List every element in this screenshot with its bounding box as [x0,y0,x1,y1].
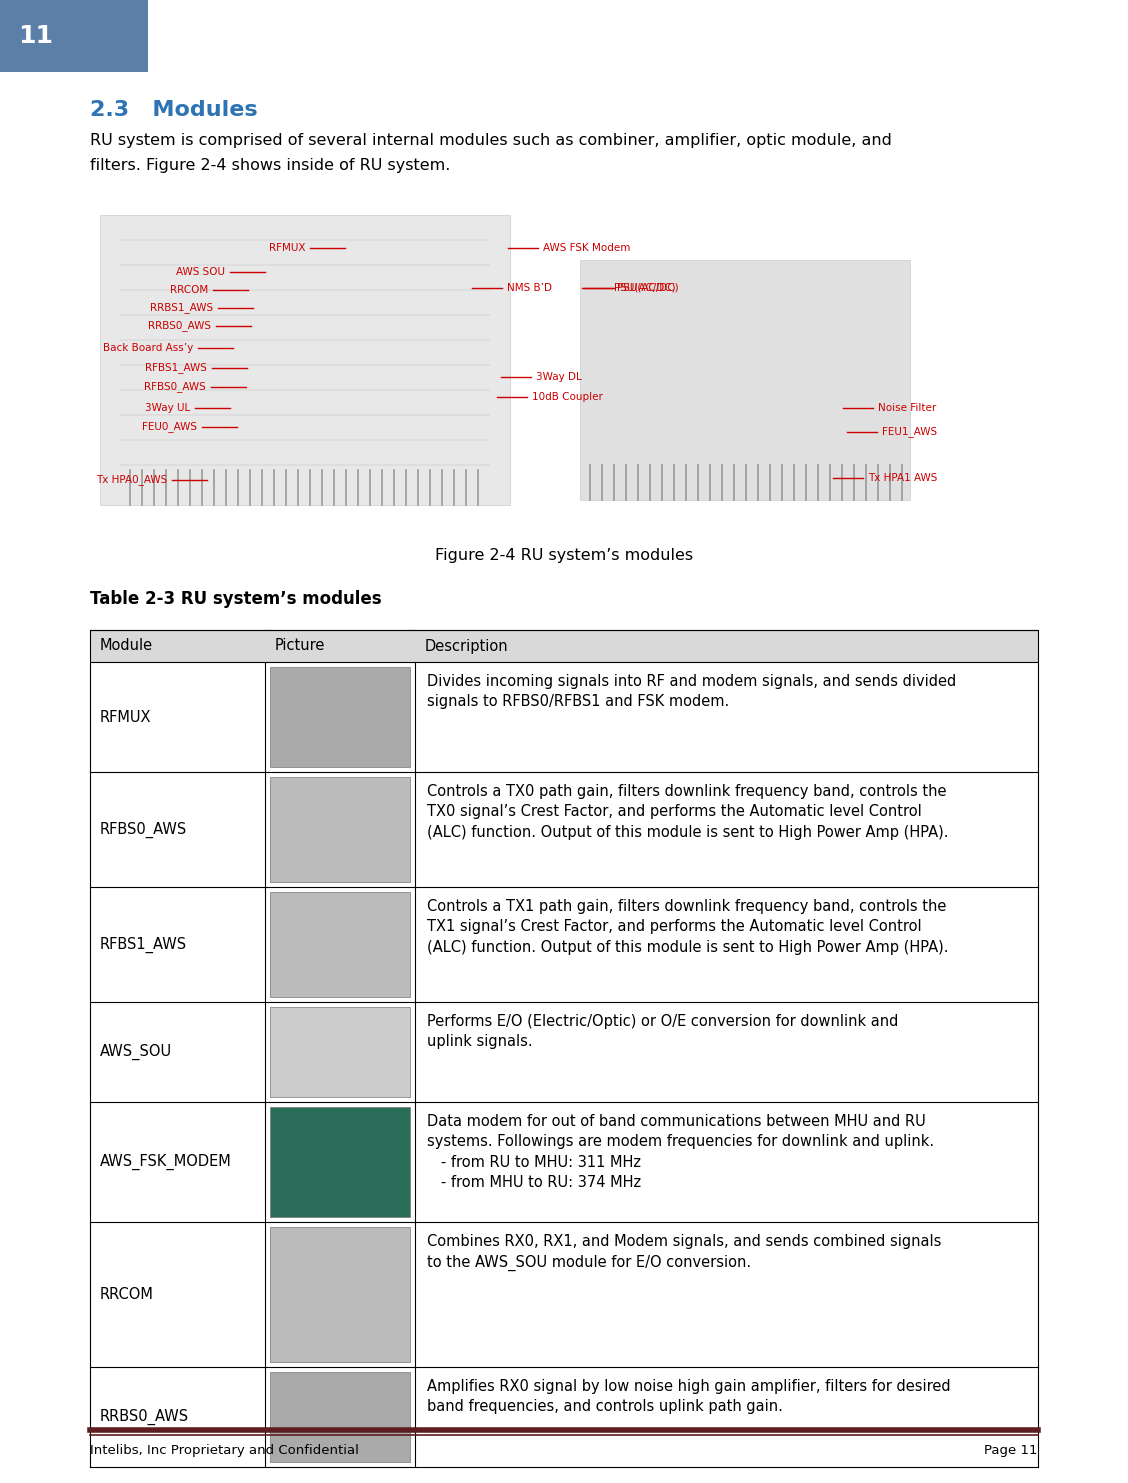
Text: Picture: Picture [275,639,325,654]
Text: RRBS1_AWS: RRBS1_AWS [150,303,213,313]
Text: Description: Description [425,639,509,654]
Text: 11: 11 [18,24,53,47]
Bar [90,630,1038,661]
Text: Combines RX0, RX1, and Modem signals, and sends combined signals
to the AWS_SOU : Combines RX0, RX1, and Modem signals, an… [428,1234,942,1271]
Text: Divides incoming signals into RF and modem signals, and sends divided
signals to: Divides incoming signals into RF and mod… [428,673,957,709]
Bar [100,215,510,506]
Text: RU system is comprised of several internal modules such as combiner, amplifier, : RU system is comprised of several intern… [90,133,892,148]
Text: Controls a TX0 path gain, filters downlink frequency band, controls the
TX0 sign: Controls a TX0 path gain, filters downli… [428,785,949,839]
Text: AWS SOU: AWS SOU [176,267,224,277]
Bar [270,1372,409,1462]
Text: RFBS1_AWS: RFBS1_AWS [100,936,187,952]
Text: Page 11: Page 11 [985,1444,1038,1456]
Text: AWS_FSK_MODEM: AWS_FSK_MODEM [100,1154,231,1170]
Text: RFBS1_AWS: RFBS1_AWS [146,362,208,374]
Bar [270,891,409,997]
Text: Performs E/O (Electric/Optic) or O/E conversion for downlink and
uplink signals.: Performs E/O (Electric/Optic) or O/E con… [428,1014,898,1050]
Text: 3Way DL: 3Way DL [536,372,582,383]
Bar [90,1102,1038,1222]
Text: Figure 2-4 RU system’s modules: Figure 2-4 RU system’s modules [435,549,693,564]
Bar [270,777,409,882]
Bar [90,661,1038,773]
Bar [270,667,409,767]
Bar [270,1106,409,1218]
Text: PSU(AC/DC): PSU(AC/DC) [614,283,676,294]
Text: Tx HPA0_AWS: Tx HPA0_AWS [96,475,167,485]
Text: AWS_SOU: AWS_SOU [100,1044,173,1060]
Bar [90,1222,1038,1367]
Text: Intelibs, Inc Proprietary and Confidential: Intelibs, Inc Proprietary and Confidenti… [90,1444,359,1456]
Text: RRCOM: RRCOM [100,1287,153,1302]
Bar [580,260,910,500]
Text: Module: Module [100,639,153,654]
Text: RFMUX: RFMUX [268,243,305,254]
Text: Tx HPA1 AWS: Tx HPA1 AWS [869,473,937,483]
Text: Controls a TX1 path gain, filters downlink frequency band, controls the
TX1 sign: Controls a TX1 path gain, filters downli… [428,899,949,955]
Text: AWS FSK Modem: AWS FSK Modem [543,243,631,254]
Text: NMS B’D: NMS B’D [506,283,552,294]
Text: Table 2-3 RU system’s modules: Table 2-3 RU system’s modules [90,590,381,608]
Text: RRBS0_AWS: RRBS0_AWS [100,1409,190,1425]
Text: RRBS0_AWS: RRBS0_AWS [148,320,211,332]
Text: RFBS0_AWS: RFBS0_AWS [144,381,206,393]
Text: 10dB Coupler: 10dB Coupler [532,392,602,402]
Text: filters. Figure 2-4 shows inside of RU system.: filters. Figure 2-4 shows inside of RU s… [90,159,450,174]
Text: Noise Filter: Noise Filter [878,403,936,412]
Bar [270,1007,409,1097]
Text: RRCOM: RRCOM [169,285,208,295]
Text: Back Board Ass’y: Back Board Ass’y [103,343,193,353]
Bar [90,1367,1038,1467]
Bar [0,0,148,73]
Text: RFMUX: RFMUX [100,709,151,725]
Text: Amplifies RX0 signal by low noise high gain amplifier, filters for desired
band : Amplifies RX0 signal by low noise high g… [428,1379,951,1415]
Text: Data modem for out of band communications between MHU and RU
systems. Followings: Data modem for out of band communication… [428,1114,934,1191]
Text: PSU(AC/DC): PSU(AC/DC) [617,283,679,294]
Text: RFBS0_AWS: RFBS0_AWS [100,822,187,838]
Bar [90,773,1038,887]
Bar [90,887,1038,1003]
Text: 3Way UL: 3Way UL [144,403,190,412]
Text: 2.3   Modules: 2.3 Modules [90,99,257,120]
Bar [90,1003,1038,1102]
Text: FEU0_AWS: FEU0_AWS [142,421,197,433]
Bar [270,1226,409,1361]
Text: FEU1_AWS: FEU1_AWS [882,427,937,437]
